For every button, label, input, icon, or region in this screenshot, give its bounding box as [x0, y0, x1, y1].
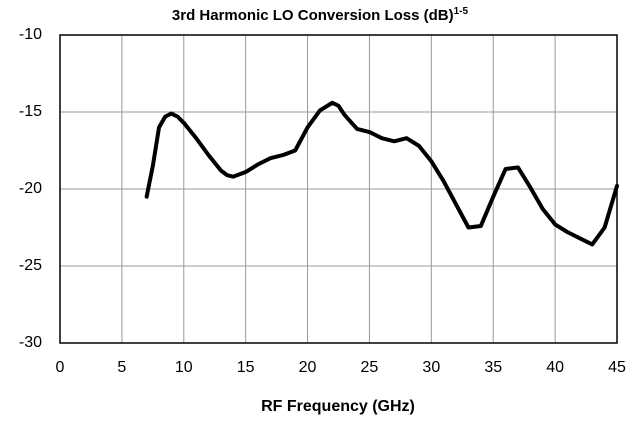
x-tick-label: 20: [299, 359, 317, 376]
y-tick-label: -25: [19, 257, 42, 274]
x-tick-label: 0: [56, 359, 65, 376]
chart-title: 3rd Harmonic LO Conversion Loss (dB)1-5: [172, 6, 469, 24]
y-tick-label: -15: [19, 103, 42, 120]
x-tick-label: 10: [175, 359, 193, 376]
title-main: 3rd Harmonic LO Conversion Loss (dB): [172, 7, 454, 24]
x-axis-title: RF Frequency (GHz): [261, 398, 415, 415]
title-superscript: 1-5: [454, 6, 469, 17]
y-tick-label: -20: [19, 180, 42, 197]
x-tick-label: 25: [361, 359, 379, 376]
x-tick-label: 40: [546, 359, 564, 376]
x-tick-label: 45: [608, 359, 626, 376]
y-tick-label: -10: [19, 26, 42, 43]
x-tick-label: 30: [422, 359, 440, 376]
x-tick-label: 5: [117, 359, 126, 376]
x-tick-label: 15: [237, 359, 255, 376]
x-tick-label: 35: [484, 359, 502, 376]
y-tick-label: -30: [19, 334, 42, 351]
data-line: [144, 100, 619, 247]
